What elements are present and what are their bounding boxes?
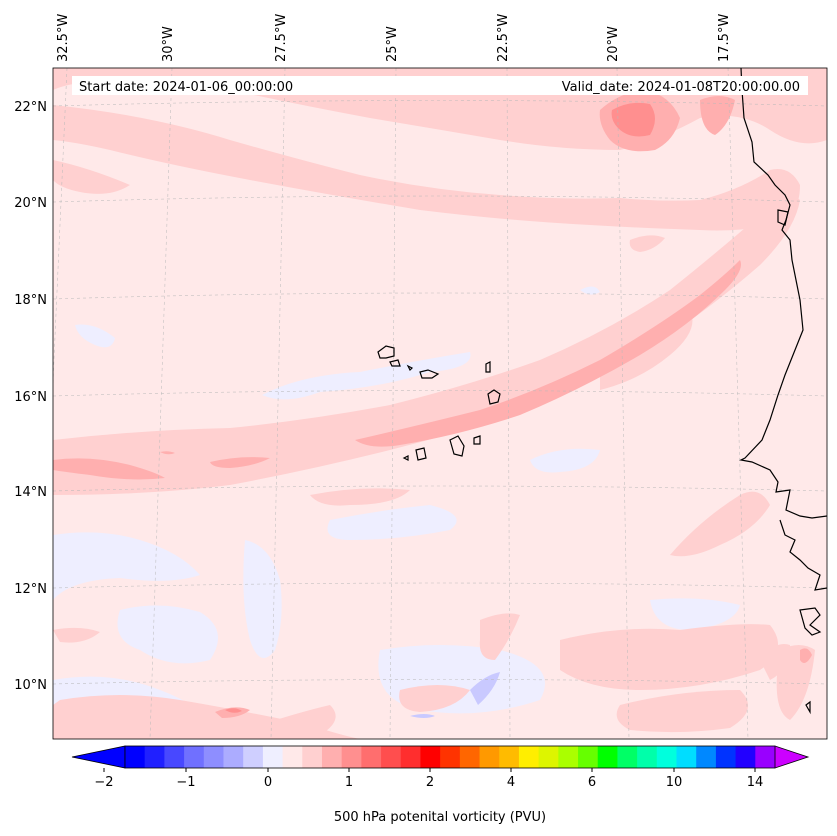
colorbar-segment [321,746,343,768]
longitude-label: 22.5°W [496,14,511,62]
colorbar-segment [381,746,402,768]
colorbar-extend-max [774,745,810,769]
colorbar-segment [696,746,717,768]
colorbar-label: 500 hPa potenital vorticity (PVU) [334,810,546,825]
longitude-labels: 32.5°W 30°W 27.5°W 25°W 22.5°W 20°W 17.5°W [56,14,732,62]
latitude-labels: 22°N 20°N 18°N 16°N 14°N 12°N 10°N [14,100,47,693]
colorbar-segment [617,746,638,768]
coast-guinea [779,519,827,591]
colorbar-segment [164,746,185,768]
colorbar-segment [184,746,205,768]
colorbar-segment [440,746,461,768]
colorbar-tick-label: 6 [588,775,596,790]
header-box: Start date: 2024-01-06_00:00:00 Valid_da… [72,76,808,95]
cape-verde-islands [377,345,501,461]
latitude-label: 20°N [14,196,47,211]
colorbar-tick-label: 14 [747,775,764,790]
colorbar-segment [361,746,382,768]
latitude-label: 10°N [14,678,47,693]
colorbar-segment [597,746,618,768]
longitude-label: 17.5°W [717,14,732,62]
colorbar-segment [243,746,264,768]
colorbar-tick-label: −1 [176,775,195,790]
latitude-label: 14°N [14,485,47,500]
colorbar-segment [203,746,224,768]
colorbar-tick-label: 0 [264,775,272,790]
colorbar-segment [499,746,520,768]
colorbar-segment [282,746,303,768]
latitude-label: 16°N [14,390,47,405]
graticule [53,68,827,739]
colorbar: −2 −1 0 1 2 4 6 10 14 [71,745,810,790]
map-frame [52,67,828,740]
colorbar-segment [420,746,441,768]
colorbar-segment [518,746,540,768]
pv-contour-strong [225,102,655,713]
colorbar-segment [459,746,481,768]
start-date-text: Start date: 2024-01-06_00:00:00 [79,80,293,95]
longitude-label: 32.5°W [56,14,71,62]
colorbar-segment [558,746,579,768]
colorbar-segment [223,746,244,768]
longitude-label: 30°W [161,26,176,62]
colorbar-tick-label: 2 [426,775,434,790]
colorbar-segment [578,746,599,768]
colorbar-segment [479,746,500,768]
africa-coastline [739,68,827,519]
colorbar-segment [538,746,559,768]
colorbar-segment [735,746,756,768]
longitude-label: 20°W [606,26,621,62]
colorbar-segment [400,746,421,768]
colorbar-segment [715,746,737,768]
coastline [377,68,827,715]
colorbar-segment [262,746,284,768]
coast-islands-south [799,607,822,636]
colorbar-segment [125,746,146,768]
longitude-label: 25°W [385,26,400,62]
latitude-label: 18°N [14,293,47,308]
colorbar-tick-label: 1 [345,775,353,790]
colorbar-segment [341,746,362,768]
colorbar-segment [144,746,165,768]
colorbar-segment [637,746,658,768]
colorbar-tick-label: 10 [666,775,683,790]
colorbar-segment [656,746,678,768]
longitude-label: 27.5°W [274,14,289,62]
colorbar-segment [302,746,323,768]
latitude-label: 12°N [14,582,47,597]
colorbar-segment [676,746,697,768]
colorbar-tick-label: −2 [94,775,113,790]
colorbar-extend-min [71,745,126,769]
colorbar-segment [755,746,776,768]
valid-date-text: Valid_date: 2024-01-08T20:00:00.00 [562,80,800,95]
colorbar-tick-label: 4 [507,775,515,790]
colorbar-frame [124,745,776,769]
map-panel [53,68,827,739]
latitude-label: 22°N [14,100,47,115]
